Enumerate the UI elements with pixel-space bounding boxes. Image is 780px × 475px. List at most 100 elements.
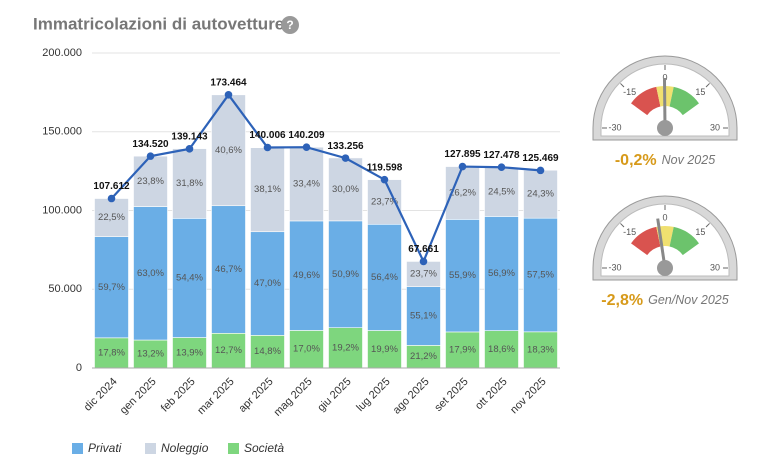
bar-segment	[94, 236, 129, 339]
segment-label: 31,8%	[176, 178, 203, 189]
gauge-caption: -2,8% Gen/Nov 2025	[601, 292, 728, 309]
gauge-tick-label: 30	[710, 262, 720, 272]
bar-segment	[445, 331, 480, 369]
segment-label: 56,9%	[488, 268, 515, 279]
gauge-value: -2,8%	[601, 292, 643, 309]
bar-segment	[94, 198, 129, 237]
gauge-tick-label: 0	[662, 72, 667, 82]
y-tick-label: 200.000	[42, 47, 82, 59]
x-tick-label: giu 2025	[315, 376, 353, 414]
bar-segment	[250, 231, 285, 336]
gauge-tick	[705, 83, 710, 88]
x-tick-label: gen 2025	[118, 376, 159, 417]
x-tick-label: ott 2025	[473, 376, 510, 413]
bar-segment	[289, 220, 324, 331]
x-tick-label: feb 2025	[159, 376, 198, 415]
gauge-hub	[657, 260, 673, 276]
segment-label: 55,9%	[449, 270, 476, 281]
segment-label: 18,3%	[527, 344, 554, 355]
legend-label: Noleggio	[161, 441, 209, 455]
segment-label: 23,7%	[410, 269, 437, 280]
bar-segment	[211, 94, 246, 207]
legend-label: Privati	[88, 441, 122, 455]
bar-segment	[211, 205, 246, 334]
gauge-tick-label: 30	[710, 122, 720, 132]
gauge-caption: -0,2% Nov 2025	[615, 152, 715, 169]
bar-segment	[289, 330, 324, 369]
gauge-tick	[620, 223, 625, 228]
segment-label: 30,0%	[332, 184, 359, 195]
bar-segment	[328, 220, 363, 329]
bar-segment	[406, 286, 441, 346]
bar-segment	[445, 219, 480, 333]
bar-segment	[133, 206, 168, 341]
bar-segment	[328, 157, 363, 222]
y-tick-label: 100.000	[42, 204, 82, 216]
bar-segment	[523, 331, 558, 369]
x-tick-label: nov 2025	[508, 376, 548, 416]
total-point	[458, 162, 467, 171]
total-point	[419, 257, 428, 266]
segment-label: 13,9%	[176, 347, 203, 358]
segment-label: 17,8%	[98, 347, 125, 358]
x-tick-label: set 2025	[432, 376, 470, 414]
bar-segment	[250, 335, 285, 369]
segment-label: 38,1%	[254, 184, 281, 195]
gauge-zone	[631, 226, 661, 256]
total-point	[380, 175, 389, 184]
gauge-tick-label: -30	[608, 262, 621, 272]
bar-segment	[484, 216, 519, 331]
segment-label: 24,5%	[488, 186, 515, 197]
gauge-tick-label: -15	[623, 227, 636, 237]
total-label: 67.661	[408, 244, 439, 255]
x-tick-label: dic 2024	[82, 376, 120, 414]
segment-label: 23,8%	[137, 176, 164, 187]
total-label: 107.612	[93, 181, 130, 192]
total-label: 134.520	[132, 139, 169, 150]
gauge-period: Gen/Nov 2025	[648, 293, 729, 307]
gauge-period: Nov 2025	[662, 153, 716, 167]
segment-label: 22,5%	[98, 212, 125, 223]
bar-segment	[367, 330, 402, 369]
gauge-tick-label: -15	[623, 87, 636, 97]
segment-label: 23,7%	[371, 196, 398, 207]
gauge-zone	[631, 86, 661, 116]
segment-label: 13,2%	[137, 349, 164, 360]
total-point	[536, 166, 545, 175]
segment-label: 19,2%	[332, 342, 359, 353]
total-label: 125.469	[522, 153, 559, 164]
x-tick-label: lug 2025	[354, 376, 392, 414]
segment-label: 12,7%	[215, 345, 242, 356]
total-label: 133.256	[327, 141, 364, 152]
help-icon[interactable]: ?	[286, 18, 293, 32]
totals-line	[110, 92, 541, 265]
total-label: 140.209	[288, 130, 325, 141]
total-label: 127.895	[444, 149, 481, 160]
total-point	[497, 163, 506, 172]
segment-label: 56,4%	[371, 272, 398, 283]
legend-swatch	[72, 443, 83, 454]
bar-segment	[133, 339, 168, 369]
bar-segment	[484, 330, 519, 369]
segment-label: 46,7%	[215, 264, 242, 275]
gauge-needle	[662, 77, 667, 129]
segment-label: 63,0%	[137, 268, 164, 279]
segment-label: 47,0%	[254, 278, 281, 289]
total-label: 139.143	[171, 131, 208, 142]
gauge-hub	[657, 120, 673, 136]
bar-segment	[94, 337, 129, 369]
segment-label: 57,5%	[527, 270, 554, 281]
total-point	[341, 154, 350, 162]
total-label: 173.464	[210, 77, 247, 88]
total-point	[107, 194, 116, 203]
bar-segment	[367, 223, 402, 331]
gauge-tick-label: -30	[608, 122, 621, 132]
gauge-tick-label: 15	[695, 87, 705, 97]
help-icon-bg[interactable]	[281, 16, 299, 34]
gauge-tick-label: 15	[695, 227, 705, 237]
total-label: 127.478	[483, 150, 520, 161]
total-label: 119.598	[367, 162, 403, 173]
gauge-tick	[705, 223, 710, 228]
segment-label: 50,9%	[332, 269, 359, 280]
